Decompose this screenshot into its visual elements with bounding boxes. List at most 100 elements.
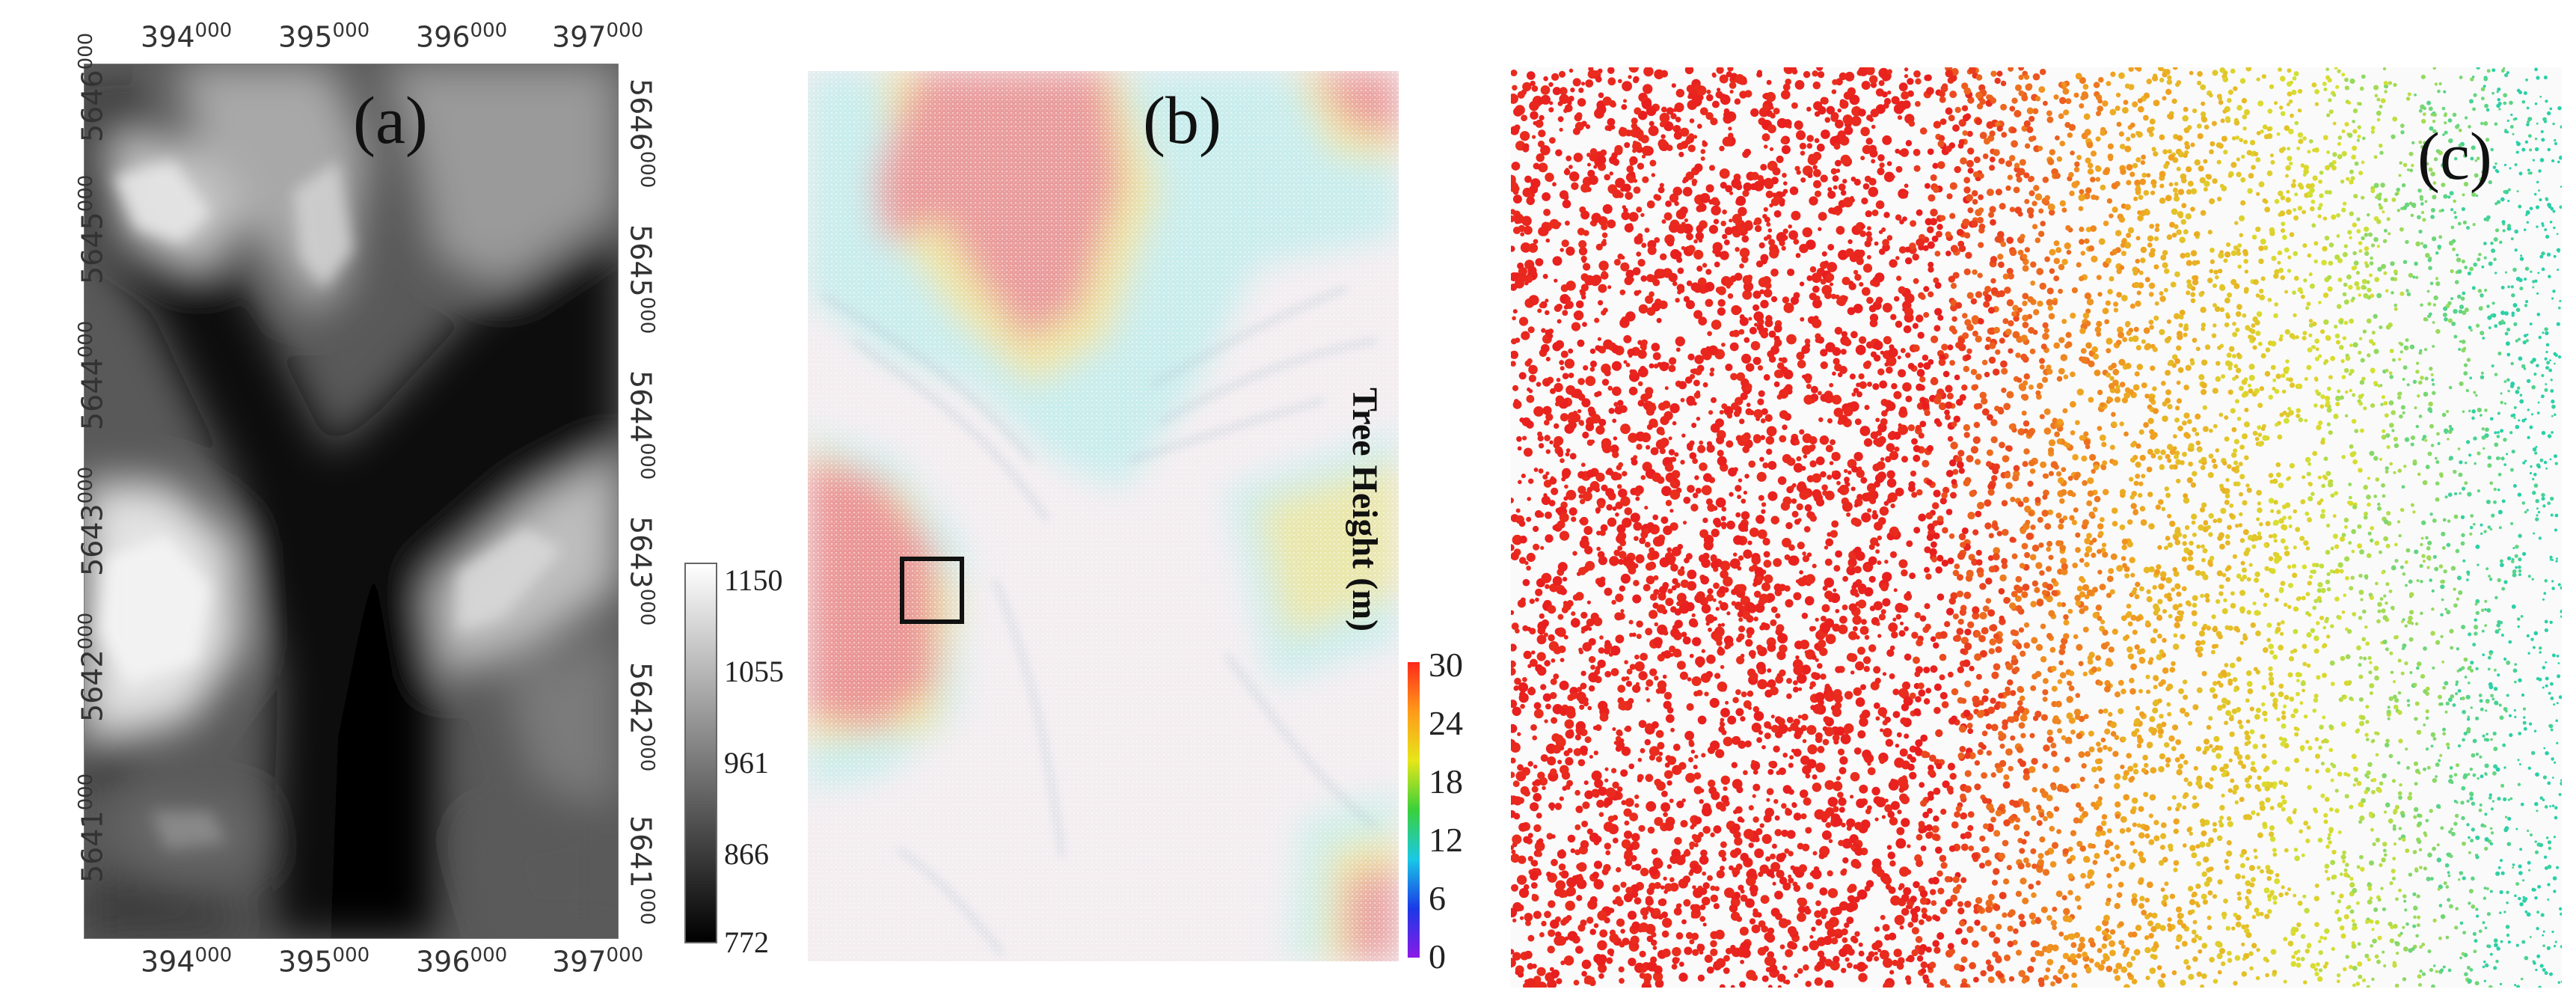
tree-point [2350, 575, 2355, 581]
tree-point [2551, 414, 2554, 417]
tree-point [1938, 135, 1945, 142]
tree-point [1977, 216, 1984, 224]
tree-point [1933, 120, 1942, 129]
tree-point [1949, 91, 1957, 99]
tree-point [2408, 792, 2412, 796]
tree-point [1520, 703, 1525, 709]
tree-point [2040, 906, 2048, 913]
tree-point [2232, 789, 2237, 795]
tree-point [1598, 786, 1607, 796]
tree-point [2227, 389, 2233, 395]
tree-point [1792, 881, 1798, 887]
tree-point [2251, 915, 2257, 919]
tree-point [2152, 386, 2157, 391]
tree-point [1767, 927, 1775, 934]
tree-point [2340, 358, 2345, 364]
tree-point [2040, 461, 2047, 468]
tree-point [2108, 711, 2113, 717]
tree-point [2497, 797, 2501, 801]
x-tick-top-4: 397000 [552, 19, 644, 54]
tree-point [2176, 229, 2182, 236]
tree-point [2092, 860, 2098, 866]
tree-point [1961, 105, 1969, 111]
tree-point [1950, 299, 1957, 307]
tree-point [2118, 358, 2126, 366]
tree-point [2008, 67, 2014, 72]
tree-point [2266, 637, 2272, 643]
tree-point [2018, 90, 2025, 97]
tree-point [2393, 635, 2398, 640]
tree-point [1557, 759, 1563, 765]
tree-point [1863, 438, 1873, 447]
tree-point [2337, 69, 2341, 73]
tree-point [1838, 839, 1844, 846]
tree-point [1966, 130, 1973, 137]
tree-point [2356, 780, 2362, 786]
tree-point [1993, 830, 2001, 837]
tree-point [1773, 209, 1782, 218]
tree-point [1813, 180, 1821, 189]
tree-point [2331, 214, 2337, 220]
tree-point [1634, 661, 1645, 672]
tree-point [2290, 713, 2296, 718]
tree-point [2557, 105, 2562, 111]
tree-point [2447, 519, 2451, 523]
tree-point [2406, 383, 2410, 387]
tree-point [1898, 883, 1905, 890]
tree-point [1704, 954, 1713, 964]
tree-point [2366, 280, 2370, 284]
tree-point [1717, 682, 1728, 692]
tree-point [2245, 880, 2251, 887]
tree-point [2141, 339, 2146, 344]
tree-point [1663, 700, 1672, 710]
tree-point [1568, 425, 1575, 432]
tree-point [1557, 116, 1564, 123]
tree-point [2375, 477, 2380, 482]
tree-point [1672, 744, 1681, 751]
tree-point [2405, 97, 2411, 101]
tree-point [1884, 560, 1889, 564]
tree-point [2049, 860, 2057, 868]
tree-point [1773, 108, 1780, 114]
tree-point [2429, 281, 2434, 286]
tree-point [2383, 81, 2388, 86]
tree-point [2556, 322, 2560, 326]
tree-point [2293, 708, 2299, 714]
tree-point [2152, 346, 2158, 352]
tree-point [2050, 919, 2057, 926]
tree-point [2349, 909, 2355, 914]
tree-point [2135, 236, 2141, 241]
tree-point [2227, 788, 2233, 793]
tree-point [1713, 582, 1720, 590]
tree-point [1593, 165, 1598, 169]
tree-point [2234, 800, 2239, 805]
tree-point [2462, 410, 2465, 413]
tree-point [2493, 668, 2497, 672]
tree-point [2544, 805, 2548, 809]
tree-point [2248, 388, 2254, 394]
tree-point [2345, 390, 2349, 394]
tree-point [1931, 335, 1939, 343]
tree-point [2219, 307, 2225, 313]
tree-point [2522, 461, 2526, 465]
tree-point [1926, 444, 1934, 452]
tree-point [2272, 521, 2277, 526]
tree-point [1732, 697, 1739, 704]
tree-point [1989, 156, 1996, 162]
tree-point [2265, 865, 2271, 870]
tree-point [2040, 221, 2046, 227]
tree-point [2547, 864, 2552, 869]
tree-point [2356, 229, 2361, 233]
tree-point [2153, 603, 2159, 610]
tree-point [1944, 621, 1951, 628]
tree-point [2551, 559, 2554, 561]
tree-point [2456, 254, 2459, 257]
tree-point [2174, 583, 2181, 590]
tree-point [2476, 156, 2480, 160]
tree-point [1729, 82, 1737, 89]
tree-point [1551, 487, 1559, 495]
tree-point [2351, 753, 2357, 759]
tree-point [1655, 729, 1664, 738]
tree-point [2071, 519, 2078, 526]
tree-point [2430, 373, 2434, 376]
